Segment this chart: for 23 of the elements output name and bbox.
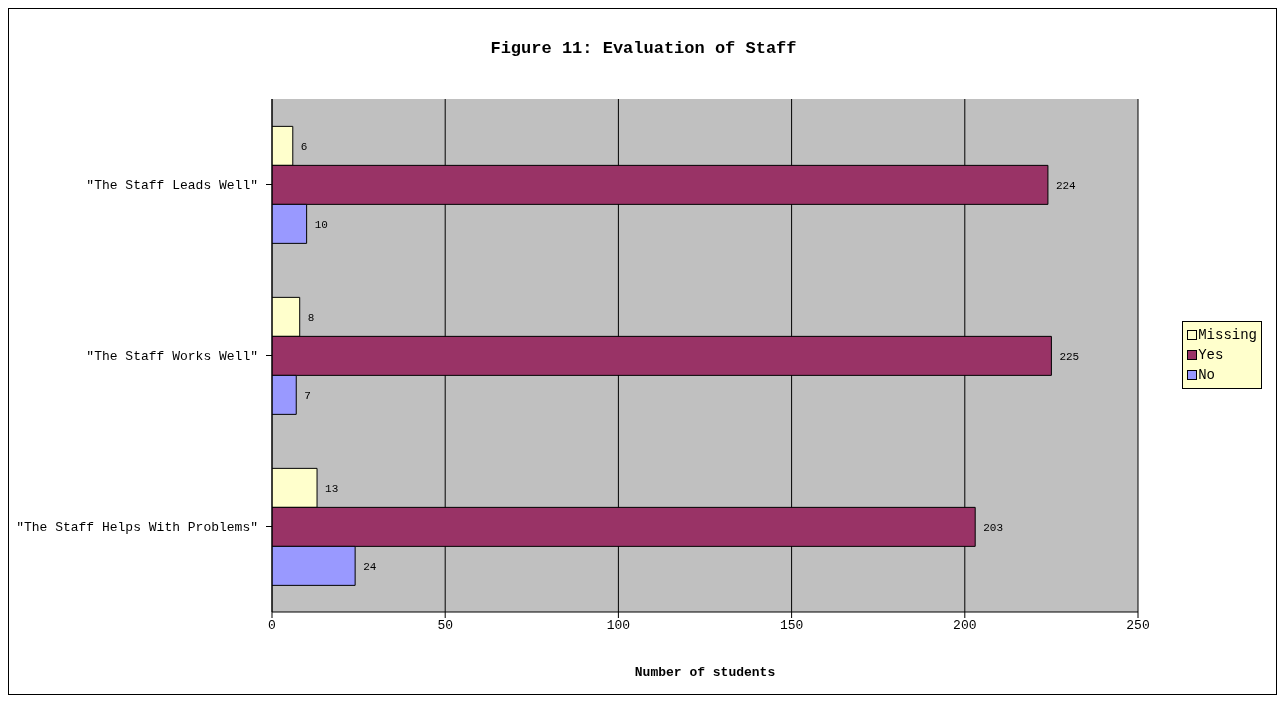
y-tick-label: "The Staff Leads Well" — [86, 178, 258, 194]
data-label: 203 — [983, 521, 1003, 534]
data-label: 225 — [1059, 350, 1080, 363]
x-tick-label: 50 — [437, 618, 453, 634]
x-tick-label: 250 — [1126, 618, 1150, 634]
x-tick-label: 0 — [268, 618, 276, 634]
x-axis-title: Number of students — [633, 665, 777, 680]
legend-label: Yes — [1198, 346, 1224, 365]
y-tick-label: "The Staff Helps With Problems" — [16, 520, 258, 536]
chart-title: Figure 11: Evaluation of Staff — [489, 39, 798, 58]
x-tick-label: 100 — [606, 618, 631, 634]
data-label: 24 — [363, 560, 377, 573]
legend-label: No — [1198, 366, 1215, 385]
data-label: 7 — [304, 389, 311, 402]
data-label: 10 — [314, 218, 328, 231]
data-label: 6 — [300, 140, 308, 153]
x-tick-label: 150 — [779, 618, 804, 634]
data-label: 8 — [307, 311, 315, 324]
legend-label: Missing — [1198, 326, 1257, 345]
data-label: 13 — [325, 482, 339, 495]
x-tick-label: 200 — [953, 618, 977, 634]
data-label: 224 — [1055, 179, 1077, 192]
y-tick-label: "The Staff Works Well" — [86, 349, 258, 365]
